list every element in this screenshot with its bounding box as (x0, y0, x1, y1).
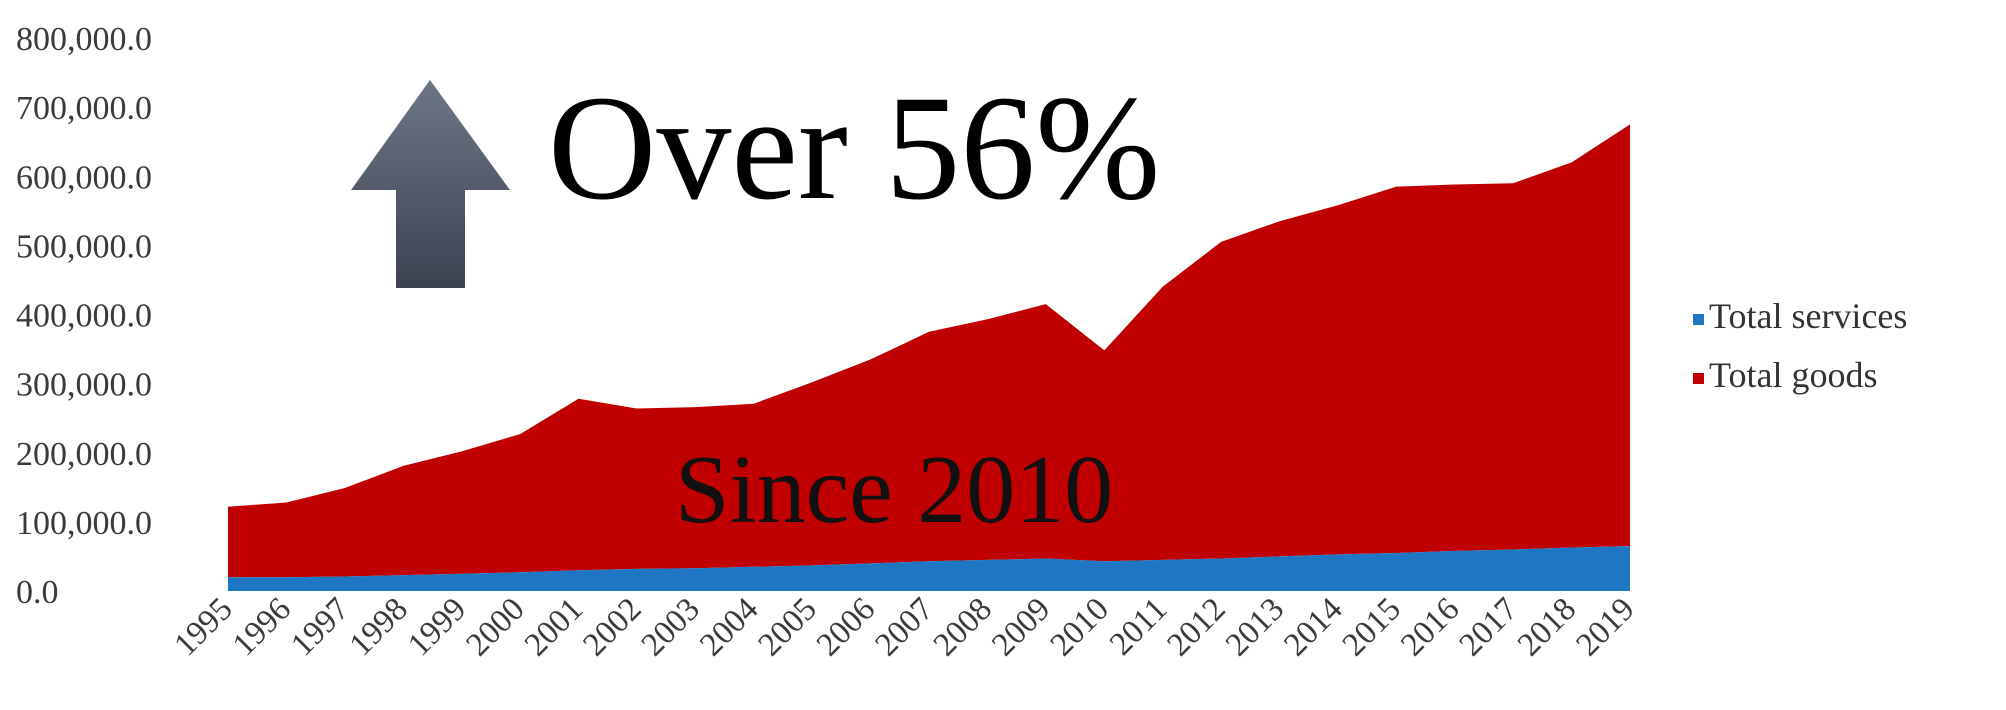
x-tick-label: 2006 (810, 591, 882, 663)
x-tick-label: 2001 (518, 591, 590, 663)
x-tick-label: 2009 (985, 591, 1057, 663)
y-tick-label: 500,000.0 (16, 228, 152, 265)
x-tick-label: 2004 (693, 591, 765, 663)
y-tick-label: 400,000.0 (16, 298, 152, 335)
x-tick-label: 2008 (927, 591, 999, 663)
x-axis: 1995199619971998199920002001200220032004… (168, 591, 1642, 663)
x-tick-label: 1996 (226, 591, 298, 663)
x-tick-label: 2000 (460, 591, 532, 663)
x-tick-label: 2003 (635, 591, 707, 663)
legend: Total services Total goods (1693, 296, 1907, 395)
x-tick-label: 2018 (1511, 591, 1583, 663)
x-tick-label: 2014 (1277, 591, 1349, 663)
legend-label: Total services (1709, 296, 1907, 336)
y-tick-label: 100,000.0 (16, 505, 152, 542)
y-tick-label: 800,000.0 (16, 21, 152, 58)
legend-swatch (1693, 373, 1704, 384)
x-tick-label: 2011 (1103, 591, 1174, 662)
y-tick-label: 300,000.0 (16, 367, 152, 404)
x-tick-label: 2007 (869, 591, 941, 663)
y-axis: 0.0 100,000.0 200,000.0 300,000.0 400,000.0 5… (16, 21, 152, 611)
area-series-total-goods (228, 124, 1630, 578)
y-tick-label: 700,000.0 (16, 90, 152, 127)
x-tick-label: 2013 (1219, 591, 1291, 663)
x-tick-label: 2017 (1453, 591, 1525, 663)
headline-annotation: Over 56% (548, 65, 1160, 231)
x-tick-label: 2012 (1161, 591, 1233, 663)
x-tick-label: 1998 (343, 591, 415, 663)
x-tick-label: 2016 (1394, 591, 1466, 663)
x-tick-label: 1995 (168, 591, 240, 663)
y-tick-label: 200,000.0 (16, 436, 152, 473)
y-tick-label: 0.0 (16, 574, 59, 611)
plot-area (228, 124, 1630, 591)
legend-label: Total goods (1709, 355, 1877, 395)
x-tick-label: 2005 (752, 591, 824, 663)
x-tick-label: 1997 (284, 591, 356, 663)
y-tick-label: 600,000.0 (16, 159, 152, 196)
area-series-total-services (228, 546, 1630, 591)
x-tick-label: 2015 (1336, 591, 1408, 663)
x-tick-label: 2002 (576, 591, 648, 663)
up-arrow-icon (351, 80, 510, 288)
x-tick-label: 1999 (401, 591, 473, 663)
x-tick-label: 2019 (1570, 591, 1642, 663)
x-tick-label: 2010 (1044, 591, 1116, 663)
legend-swatch (1693, 314, 1704, 325)
since-annotation: Since 2010 (675, 436, 1113, 544)
